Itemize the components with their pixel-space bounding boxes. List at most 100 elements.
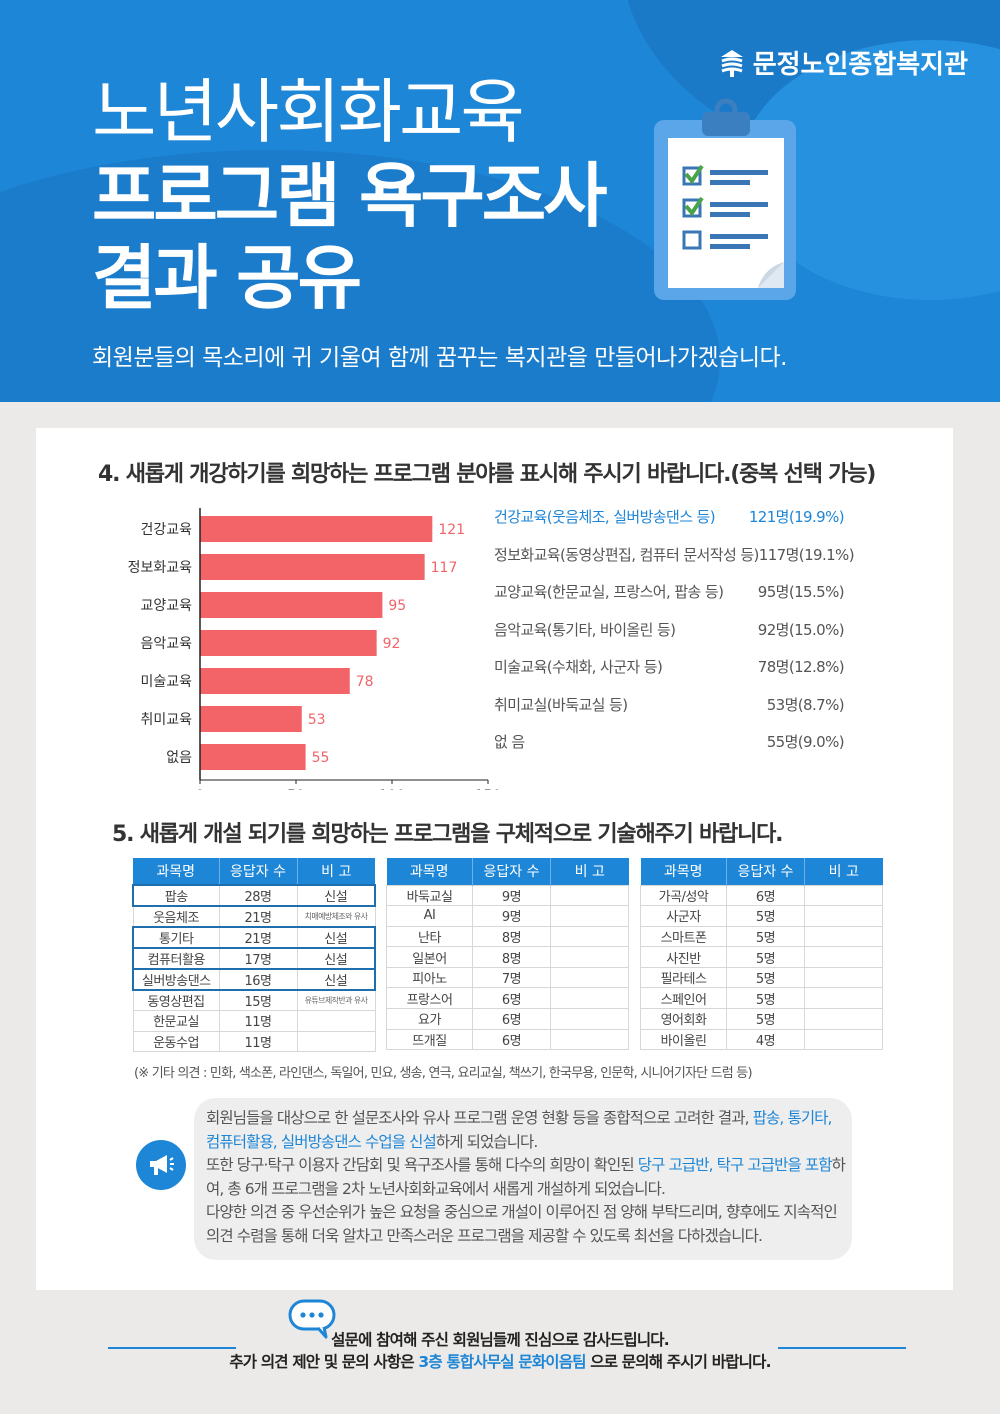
cell-subject: 실버방송댄스: [132, 968, 220, 991]
summary-value: 78명(12.8%): [757, 658, 845, 676]
bar-value-label: 53: [308, 712, 326, 728]
bar-value-label: 121: [438, 522, 465, 538]
x-tick-label: 150: [475, 788, 502, 790]
cell-count: 6명: [472, 1028, 551, 1051]
bar-3: [200, 592, 383, 618]
cell-count: 11명: [218, 1030, 298, 1053]
notice-p1-highlight: 팝송, 통기타, 컴퓨터활용, 실버방송댄스 수업을 신설: [206, 1109, 832, 1151]
cell-note: 신설: [296, 926, 376, 949]
cell-note: [804, 884, 883, 907]
cell-count: 5명: [726, 1008, 805, 1030]
bar-value-label: 95: [388, 598, 406, 614]
cell-count: 4명: [726, 1028, 805, 1051]
cell-subject: 웃음체조: [132, 905, 220, 928]
summary-row: 취미교실(바둑교실 등) 53명(8.7%): [494, 694, 845, 715]
cell-count: 6명: [472, 1008, 551, 1030]
cell-count: 5명: [726, 946, 805, 968]
notice-p1-b: 하게 되었습니다.: [435, 1132, 538, 1151]
table-row: 컴퓨터활용 17명 신설: [132, 947, 376, 970]
cell-note: [550, 925, 629, 948]
megaphone-icon: [150, 1155, 174, 1175]
notice-p3: 다양한 의견 중 우선순위가 높은 요청을 중심으로 개설이 이루어진 점 양해…: [206, 1203, 838, 1245]
summary-value: 55명(9.0%): [766, 733, 845, 751]
summary-label: 정보화교육(동영상편집, 컴퓨터 문서작성 등): [494, 545, 759, 564]
page-title-line2: 프로그램 욕구조사: [92, 155, 608, 237]
q4-bar-chart-svg: 건강교육 121 정보화교육 117 교양교육 95 음악교육 92 미술교육 78 취미교육 53 없…: [128, 508, 502, 790]
cell-subject: 바둑교실: [386, 884, 473, 907]
table-row: 필라테스 5명: [640, 966, 883, 989]
cell-subject: 한문교실: [132, 1010, 220, 1032]
cell-count: 9명: [472, 884, 551, 907]
cell-subject: 스마트폰: [640, 925, 727, 948]
cell-subject: 가곡/성악: [640, 884, 727, 907]
column-header: 비 고: [550, 858, 629, 885]
summary-label: 미술교육(수채화, 사군자 등): [494, 658, 663, 676]
summary-value: 53명(8.7%): [766, 695, 845, 714]
summary-label: 없 음: [494, 733, 525, 751]
cell-count: 5명: [726, 925, 805, 948]
cell-note: [296, 1030, 376, 1053]
cell-count: 16명: [218, 968, 298, 991]
notice-p1-a: 회원님들을 대상으로 한 설문조사와 유사 프로그램 운영 현황 등을 종합적으…: [206, 1109, 753, 1127]
summary-row: 건강교육(웃음체조, 실버방송댄스 등) 121명(19.9%): [494, 506, 845, 527]
footer-contact-a: 추가 의견 제안 및 문의 사항은: [229, 1353, 419, 1371]
summary-row: 음악교육(통기타, 바이올린 등) 92명(15.0%): [494, 619, 845, 640]
cell-subject: 영어회화: [640, 1008, 727, 1030]
footer-contact-b: 으로 문의해 주시기 바랍니다.: [585, 1353, 771, 1371]
category-label: 정보화교육: [128, 560, 193, 576]
cell-note: [550, 966, 629, 989]
org-name: 문정노인종합복지관: [752, 50, 968, 80]
bar-value-label: 117: [431, 560, 458, 576]
summary-value: 92명(15.0%): [757, 620, 845, 639]
page-title-line1: 노년사회화교육: [92, 71, 525, 153]
cell-subject: 스페인어: [640, 987, 727, 1010]
cell-count: 6명: [726, 884, 805, 907]
cell-subject: 통기타: [132, 926, 220, 949]
table-row: 동영상편집 15명 유튜브제작반과 유사: [132, 989, 376, 1012]
table-row: 한문교실 11명: [132, 1010, 376, 1032]
cell-note: [804, 966, 883, 989]
bar-1: [200, 516, 433, 542]
summary-value: 121명(19.9%): [748, 508, 845, 526]
org-logo: 문정노인종합복지관: [719, 44, 968, 81]
bar-6: [200, 706, 302, 732]
cell-subject: 난타: [386, 925, 473, 948]
cell-count: 9명: [472, 905, 551, 927]
table-row: 사진반 5명: [640, 946, 883, 968]
cell-note: [296, 1010, 376, 1032]
bar-7: [200, 744, 306, 770]
cell-note: [550, 946, 629, 968]
table-row: 바이올린 4명: [640, 1028, 883, 1051]
cell-subject: 사진반: [640, 946, 727, 968]
column-header: 비 고: [804, 858, 883, 885]
bar-value-label: 92: [383, 636, 401, 652]
notice-box: [194, 1098, 852, 1260]
cell-note: [550, 987, 629, 1010]
footer-rule-right: [778, 1347, 906, 1349]
footer-rule-left: [108, 1347, 236, 1349]
cell-subject: 요가: [386, 1008, 473, 1030]
page-subtitle: 회원분들의 목소리에 귀 기울여 함께 꿈꾸는 복지관을 만들어나가겠습니다.: [92, 345, 787, 371]
table-row: 스마트폰 5명: [640, 925, 883, 948]
speech-bubble-icon: [288, 1299, 336, 1339]
bar-4: [200, 630, 377, 656]
cell-subject: 운동수업: [132, 1030, 220, 1053]
category-label: 음악교육: [140, 636, 192, 652]
cell-note: 치매예방체조와 유사: [296, 905, 376, 928]
cell-subject: 프랑스어: [386, 987, 473, 1010]
cell-count: 6명: [472, 987, 551, 1010]
column-header: 응답자 수: [726, 858, 805, 885]
question-5-title: 5. 새롭게 개설 되기를 희망하는 프로그램을 구체적으로 기술해주기 바랍니…: [112, 822, 784, 847]
cell-count: 5명: [726, 987, 805, 1010]
question-4-title: 4. 새롭게 개강하기를 희망하는 프로그램 분야를 표시해 주시기 바랍니다.…: [98, 462, 876, 487]
summary-row: 정보화교육(동영상편집, 컴퓨터 문서작성 등) 117명(19.1%): [494, 544, 855, 565]
notice-p2-a: 또한 당구·탁구 이용자 간담회 및 욕구조사를 통해 다수의 희망이 확인된: [206, 1156, 638, 1175]
cell-note: [804, 925, 883, 948]
cell-note: [804, 1008, 883, 1030]
cell-count: 8명: [472, 925, 551, 948]
column-header: 과목명: [640, 858, 727, 885]
